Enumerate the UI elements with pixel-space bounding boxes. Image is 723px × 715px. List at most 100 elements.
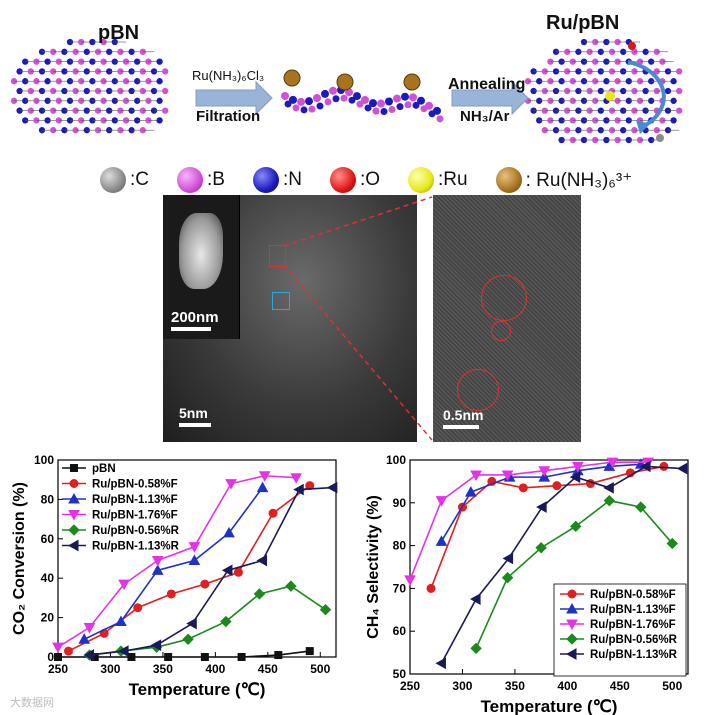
atom-dot [620, 107, 627, 114]
data-point [536, 501, 547, 513]
ru-complex-sheet-illustration [281, 69, 444, 123]
atom-dot [653, 48, 660, 55]
atom-legend-n: :N [252, 167, 302, 193]
atom-dot [361, 95, 369, 104]
y-tick-label: 50 [393, 667, 407, 681]
legend-marker [566, 633, 578, 645]
ch4-selectivity-chart: 250 300 350 400 450 500 50 60 70 80 90 100 Temperatu… [365, 453, 689, 715]
atom-dot [353, 92, 361, 101]
ru-pbn-lattice-illustration [524, 38, 683, 144]
haadf-stem-image: 200nm 5nm [163, 195, 417, 442]
ru-cluster-circle-2 [457, 369, 499, 411]
y-tick-label: 0 [47, 650, 54, 664]
legend-label: Ru/pBN-1.13%R [92, 541, 180, 553]
scheme-graphic [10, 38, 683, 144]
data-point [603, 494, 616, 507]
atom-dot [50, 127, 57, 134]
data-point [603, 481, 614, 494]
main-scale-label: 5nm [179, 405, 208, 421]
atom-dot [648, 97, 655, 104]
series-Ru/pBN-0.56%R [470, 494, 678, 655]
data-point [571, 461, 584, 473]
atom-dot [564, 127, 571, 134]
atom-dot [536, 117, 543, 124]
data-point [182, 633, 194, 645]
series-line [58, 650, 310, 658]
data-point [52, 642, 64, 654]
filtration-reagent-label: Ru(NH₃)₆Cl₃ [192, 68, 265, 83]
x-tick-label: 400 [205, 662, 225, 676]
y-tick-label: 100 [34, 453, 54, 467]
red-selection-box [269, 245, 286, 267]
atom-dot [625, 136, 632, 144]
atom-dot [162, 68, 169, 75]
x-tick-label: 500 [662, 679, 682, 693]
series-line [409, 461, 649, 581]
series-Ru/pBN-0.58%F [426, 461, 669, 593]
data-point [127, 653, 136, 661]
data-point [200, 579, 210, 589]
atom-dot [364, 104, 372, 112]
data-point [501, 571, 514, 584]
x-tick-label: 300 [452, 679, 472, 693]
data-point [518, 483, 528, 493]
atom-legend-b: :B [177, 167, 225, 193]
legend-label: Ru/pBN-1.13%F [92, 494, 178, 506]
series-line [57, 474, 297, 648]
atom-dot [592, 97, 599, 104]
y-tick-label: 40 [41, 571, 55, 585]
atom-dot [329, 86, 337, 95]
atom-dot [536, 78, 543, 85]
data-point [223, 526, 235, 538]
atom-dot [297, 97, 305, 106]
atom-dot [401, 92, 409, 101]
data-point [538, 466, 551, 477]
data-point [606, 457, 619, 469]
data-point [164, 653, 173, 661]
atom-dot [300, 106, 308, 114]
atom-dot [50, 68, 57, 75]
data-point [54, 653, 62, 661]
legend-label: Ru/pBN-1.13%F [590, 604, 676, 616]
atom-dot [564, 68, 571, 75]
atom-dot [308, 105, 316, 113]
atom-dot [433, 106, 441, 115]
atom-dot [564, 107, 571, 114]
series-Ru/pBN-1.76%F [52, 471, 302, 654]
atom-dot [670, 78, 677, 85]
inset-scale-label: 200nm [171, 309, 219, 326]
atom-legend-ru: :Ru [408, 167, 468, 193]
data-point [256, 481, 269, 493]
atom-dot [569, 78, 576, 85]
atom-dot [653, 68, 660, 75]
atom-dot [648, 78, 655, 85]
atom-dot [356, 100, 364, 108]
atom-dot [597, 87, 604, 95]
data-point [570, 520, 582, 533]
data-point [237, 653, 246, 661]
atom-dot [289, 95, 297, 104]
atom-dot [569, 117, 576, 124]
legend-marker [70, 464, 78, 472]
atom-dot [377, 99, 385, 108]
atom-dot [625, 78, 632, 85]
y-axis-label: CO₂ Conversion (%) [11, 482, 28, 635]
atom-dot [50, 48, 57, 55]
atom-dot [162, 87, 169, 95]
atom-dot [541, 107, 548, 114]
atom-dot [592, 136, 599, 144]
boron-ball-icon [177, 167, 203, 193]
atom-dot [676, 87, 683, 95]
atmosphere-label: NH₃/Ar [460, 108, 510, 125]
atom-dot [597, 107, 604, 114]
atom-dot [620, 68, 627, 75]
ru-cluster-circle [481, 275, 527, 321]
synthesis-scheme: pBN Ru/pBN Ru(NH₃)₆Cl₃ Filtration Anneal… [0, 0, 723, 155]
y-tick-label: 60 [41, 532, 55, 546]
data-point [552, 481, 562, 491]
data-point [151, 555, 164, 567]
legend-label: Ru/pBN-1.13%R [590, 649, 678, 661]
atom-dot [396, 103, 404, 111]
series-Ru/pBN-0.58%F [63, 481, 315, 656]
